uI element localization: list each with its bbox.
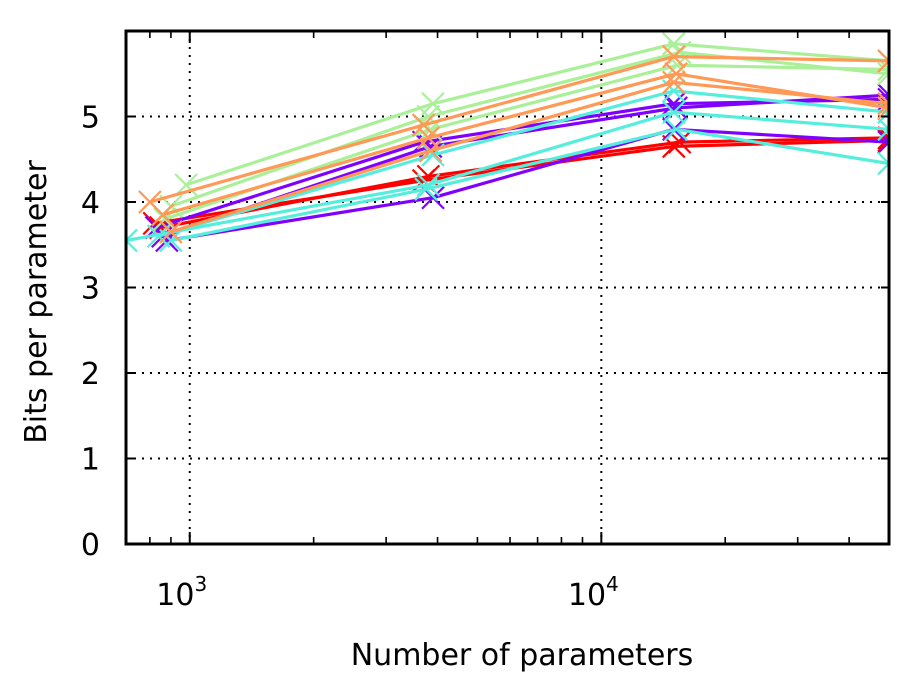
data-point xyxy=(877,49,889,73)
marker-stroke xyxy=(877,59,889,73)
series-line-13 xyxy=(162,72,889,217)
marker-stroke xyxy=(877,96,889,110)
marker-stroke xyxy=(877,117,889,131)
series-line-12 xyxy=(149,54,889,204)
data-point xyxy=(877,130,889,154)
marker-stroke xyxy=(877,138,889,153)
series-line-8 xyxy=(158,89,889,238)
marker-stroke xyxy=(414,177,438,201)
marker-stroke xyxy=(877,67,889,82)
marker-stroke xyxy=(667,130,692,154)
series-line-6 xyxy=(126,110,889,243)
marker-stroke xyxy=(662,134,686,159)
marker-stroke xyxy=(877,49,889,63)
marker-stroke xyxy=(146,224,171,248)
x-tick-label: 104 xyxy=(568,572,619,613)
marker-stroke xyxy=(411,113,436,137)
marker-stroke xyxy=(877,128,889,142)
data-point xyxy=(414,177,438,201)
data-point xyxy=(877,126,889,150)
marker-stroke xyxy=(877,102,889,116)
data-point xyxy=(877,100,889,125)
marker-stroke xyxy=(877,161,889,176)
data-point xyxy=(664,61,688,86)
marker-stroke xyxy=(877,87,889,101)
y-tick-label: 2 xyxy=(81,357,100,392)
marker-stroke xyxy=(877,136,889,150)
data-point xyxy=(877,151,889,176)
y-axis-label: Bits per parameter xyxy=(19,160,54,444)
marker-stroke xyxy=(877,130,889,144)
data-point xyxy=(411,113,436,137)
data-point xyxy=(664,117,688,142)
marker-stroke xyxy=(877,83,889,97)
marker-stroke xyxy=(877,127,889,142)
marker-stroke xyxy=(877,72,889,86)
data-point xyxy=(877,61,889,86)
marker-stroke xyxy=(418,138,443,163)
marker-stroke xyxy=(662,32,686,56)
marker-stroke xyxy=(877,126,889,140)
series-line-9 xyxy=(185,42,889,187)
data-point xyxy=(151,203,175,227)
marker-stroke xyxy=(126,228,138,243)
marker-stroke xyxy=(664,61,688,86)
marker-stroke xyxy=(877,91,889,106)
marker-stroke xyxy=(877,140,889,154)
data-point xyxy=(877,91,889,116)
marker-stroke xyxy=(877,106,889,120)
marker-stroke xyxy=(159,228,183,253)
y-tick-label: 0 xyxy=(81,528,100,563)
marker-stroke xyxy=(421,91,445,116)
marker-stroke xyxy=(151,203,175,227)
marker-stroke xyxy=(877,100,889,114)
grid xyxy=(126,31,889,544)
marker-stroke xyxy=(877,61,889,76)
data-point xyxy=(159,220,183,244)
series-line-1 xyxy=(154,138,889,225)
marker-stroke xyxy=(416,126,441,150)
data-point xyxy=(877,128,889,153)
x-tick-label: 103 xyxy=(156,572,207,613)
marker-stroke xyxy=(159,220,183,244)
data-point xyxy=(126,228,138,253)
marker-stroke xyxy=(664,117,688,142)
data-point xyxy=(421,91,445,116)
marker-stroke xyxy=(126,238,138,253)
y-tick-label: 5 xyxy=(81,101,100,136)
y-tick-label: 4 xyxy=(81,186,100,221)
data-point xyxy=(877,117,889,142)
marker-stroke xyxy=(662,70,686,95)
data-point xyxy=(667,130,692,154)
data-point xyxy=(877,96,889,120)
series-line-3 xyxy=(166,127,889,243)
data-point xyxy=(662,70,686,95)
plot-frame xyxy=(124,29,891,546)
series-line-7 xyxy=(170,127,889,243)
data-point xyxy=(416,173,441,197)
marker-stroke xyxy=(877,110,889,125)
series-line-14 xyxy=(170,80,889,234)
data-point xyxy=(418,138,443,163)
marker-stroke xyxy=(877,151,889,166)
marker-stroke xyxy=(416,173,441,197)
marker-stroke xyxy=(138,190,162,214)
y-tick-label: 1 xyxy=(81,443,100,478)
series-layer xyxy=(126,32,889,253)
data-point xyxy=(146,224,171,248)
y-tick-label: 3 xyxy=(81,272,100,307)
x-axis-label: Number of parameters xyxy=(351,638,694,673)
